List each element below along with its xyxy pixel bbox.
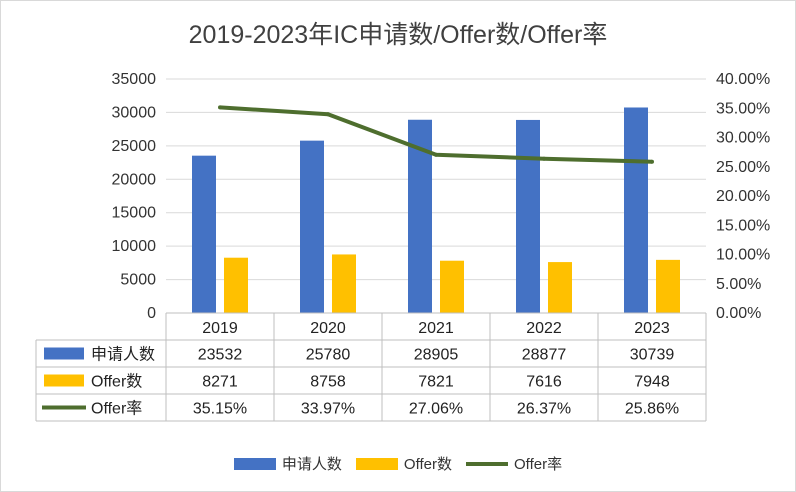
point-offer-rate	[542, 156, 546, 161]
x-tick-label: 2019	[202, 320, 238, 337]
legend-item-offer-rate: Offer率	[466, 453, 562, 474]
bar-applications	[192, 155, 216, 313]
y-right-tick-label: 0.00%	[716, 305, 761, 322]
y-right-tick-label: 10.00%	[716, 247, 770, 264]
y-left-tick-label: 0	[147, 305, 156, 322]
x-tick-label: 2020	[310, 320, 346, 337]
table-cell: 35.15%	[193, 401, 247, 418]
table-key-swatch	[44, 347, 84, 360]
legend-label-applications: 申请人数	[281, 456, 342, 473]
y-left-tick-label: 10000	[112, 238, 157, 255]
table-cell: 28905	[414, 347, 459, 364]
table-key-swatch	[44, 374, 84, 387]
bar-offers	[224, 257, 248, 313]
y-left-tick-label: 5000	[120, 272, 156, 289]
y-left-tick-label: 35000	[112, 71, 157, 88]
legend-label-offer-rate: Offer率	[514, 456, 563, 473]
point-offer-rate	[218, 105, 222, 110]
legend-swatch-offers	[355, 457, 398, 470]
x-tick-label: 2023	[634, 320, 670, 337]
table-cell: 8271	[202, 374, 238, 391]
y-right-tick-label: 30.00%	[716, 130, 770, 147]
y-right-tick-label: 15.00%	[716, 217, 770, 234]
point-offer-rate	[650, 159, 654, 164]
y-left-tick-label: 25000	[112, 138, 157, 155]
table-cell: 23532	[198, 347, 243, 364]
table-cell: 27.06%	[409, 401, 463, 418]
table-cell: 8758	[310, 374, 346, 391]
bar-offers	[332, 254, 356, 313]
bar-offers	[440, 260, 464, 313]
table-cell: 28877	[522, 347, 567, 364]
table-cell: 7616	[526, 374, 562, 391]
table-cell: 7948	[634, 374, 670, 391]
table-series-label: Offer率	[91, 400, 142, 418]
legend-item-applications: 申请人数	[233, 453, 342, 474]
table-series-label: 申请人数	[91, 346, 155, 364]
legend-label-offers: Offer数	[403, 456, 452, 473]
bar-applications	[300, 140, 324, 313]
point-offer-rate	[326, 112, 330, 117]
chart-legend: 申请人数 Offer数 Offer率	[1, 453, 795, 474]
y-right-tick-label: 20.00%	[716, 188, 770, 205]
y-left-tick-label: 30000	[112, 104, 157, 121]
bar-offers	[656, 259, 680, 313]
table-cell: 33.97%	[301, 401, 355, 418]
bar-applications	[516, 119, 540, 313]
table-cell: 30739	[630, 347, 675, 364]
x-tick-label: 2022	[526, 320, 562, 337]
table-series-label: Offer数	[91, 373, 142, 391]
chart-title: 2019-2023年IC申请数/Offer数/Offer率	[188, 21, 608, 49]
y-right-tick-label: 5.00%	[716, 276, 761, 293]
table-cell: 25780	[306, 347, 351, 364]
legend-swatch-applications	[233, 457, 276, 470]
legend-swatch-offer-rate	[466, 461, 508, 466]
legend-item-offers: Offer数	[355, 453, 452, 474]
x-tick-label: 2021	[418, 320, 454, 337]
y-right-tick-label: 40.00%	[716, 71, 770, 88]
table-cell: 7821	[418, 374, 454, 391]
bar-applications	[624, 107, 648, 314]
y-left-tick-label: 20000	[112, 171, 157, 188]
bar-offers	[548, 262, 572, 313]
y-right-tick-label: 35.00%	[716, 100, 770, 117]
y-right-tick-label: 25.00%	[716, 159, 770, 176]
point-offer-rate	[434, 152, 438, 157]
table-cell: 26.37%	[517, 401, 571, 418]
y-left-tick-label: 15000	[112, 205, 157, 222]
table-cell: 25.86%	[625, 401, 679, 418]
